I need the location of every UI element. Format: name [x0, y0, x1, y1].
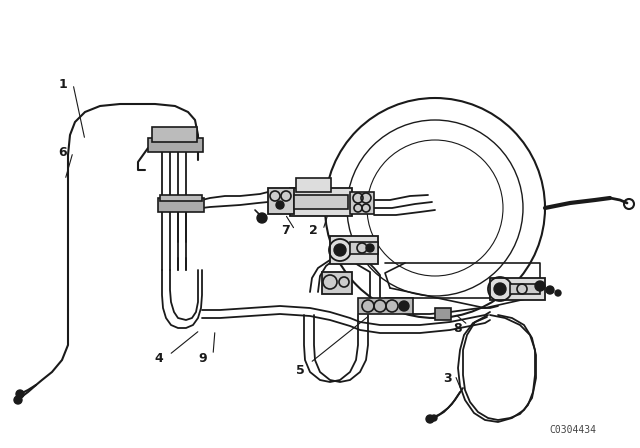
- Circle shape: [14, 396, 22, 404]
- Bar: [158, 198, 204, 212]
- Text: 3: 3: [443, 371, 451, 384]
- Text: 4: 4: [155, 352, 163, 365]
- Bar: [152, 127, 197, 142]
- Circle shape: [555, 290, 561, 296]
- Circle shape: [426, 415, 434, 423]
- Circle shape: [431, 415, 437, 421]
- Circle shape: [276, 201, 284, 209]
- Bar: [322, 272, 352, 294]
- Bar: [350, 192, 374, 214]
- Circle shape: [334, 244, 346, 256]
- Bar: [268, 188, 294, 214]
- Text: C0304434: C0304434: [550, 425, 596, 435]
- Text: 7: 7: [280, 224, 289, 237]
- Text: 8: 8: [454, 322, 462, 335]
- Circle shape: [494, 283, 506, 295]
- Circle shape: [546, 286, 554, 294]
- Text: 5: 5: [296, 363, 305, 376]
- Circle shape: [535, 281, 545, 291]
- Text: 9: 9: [198, 352, 207, 365]
- Bar: [350, 242, 378, 254]
- Text: 1: 1: [59, 78, 67, 90]
- Bar: [290, 188, 352, 216]
- Circle shape: [366, 244, 374, 252]
- Text: 2: 2: [308, 224, 317, 237]
- Text: 6: 6: [59, 146, 67, 159]
- Bar: [160, 195, 202, 201]
- Bar: [490, 278, 545, 300]
- Circle shape: [257, 213, 267, 223]
- Bar: [510, 284, 540, 294]
- Bar: [435, 308, 451, 320]
- Bar: [358, 298, 413, 314]
- Bar: [148, 138, 203, 152]
- Bar: [330, 236, 378, 264]
- Bar: [296, 178, 331, 192]
- Circle shape: [16, 390, 24, 398]
- Bar: [294, 195, 348, 209]
- Circle shape: [399, 301, 409, 311]
